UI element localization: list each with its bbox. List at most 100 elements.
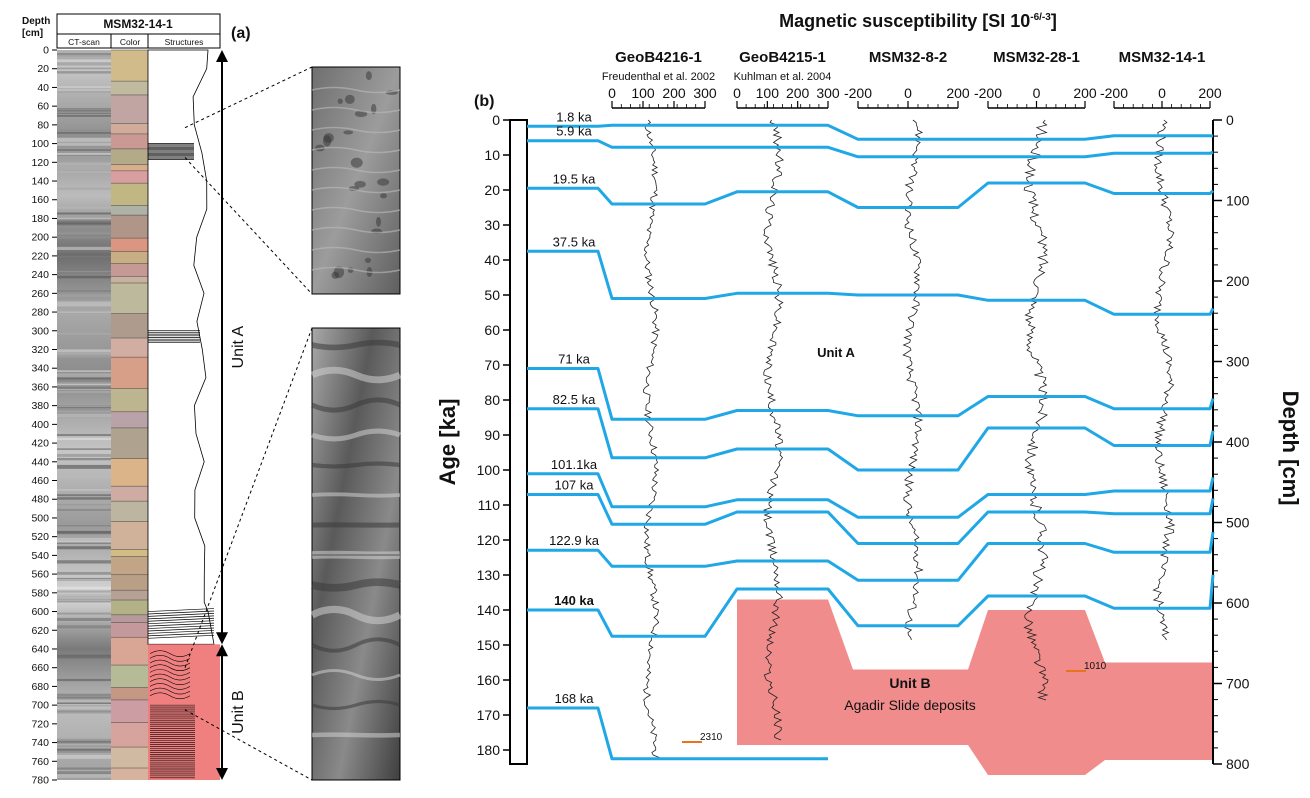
ct-lamina [57,112,111,115]
age-tick-label: 100 [477,462,501,478]
burrow-spot [344,94,355,104]
depth-tick-label: 400 [1226,434,1250,450]
depth-tick-label: 740 [31,737,49,749]
structure-line [147,632,215,637]
ct-lamina [57,232,111,235]
panel-a-label: (a) [231,25,251,42]
fold-band [311,732,401,738]
lamina [311,86,401,94]
core-reference: Freudenthal et al. 2002 [602,71,715,83]
x-tick-label: -200 [844,85,872,101]
depth-tick-label: 120 [31,157,49,169]
ct-lamina [57,129,111,132]
ct-lamina [57,767,111,770]
age-tie-label: 140 ka [554,593,595,608]
ct-lamina [57,370,111,372]
age-tie-label: 101.1ka [551,457,598,472]
ct-lamina [57,409,111,411]
ct-lamina [57,301,111,303]
column-header-box [56,33,221,49]
ct-lamina [57,52,111,56]
ct-lamina [57,702,111,704]
core-name: GeoB4216-1 [615,49,702,66]
depth-tick-label: 180 [31,213,49,225]
susceptibility-curve [1023,119,1050,701]
ct-lamina [57,678,111,682]
ct-lamina [57,222,111,226]
ct-lamina [57,153,111,155]
age-tick-label: 120 [477,532,501,548]
color-band [111,590,148,601]
depth-tick-label: 320 [31,344,49,356]
ct-scan-header: CT-scan [68,37,100,47]
outlier-annotations: 2310 1010 [682,661,1107,743]
age-tick-label: 80 [484,392,500,408]
color-band [111,238,148,252]
age-tie-line [527,367,1215,421]
ct-lamina [57,748,111,751]
ct-lamina [57,350,111,353]
burrow-spot [343,130,354,135]
burrow-spot [323,133,334,143]
color-band [111,170,148,184]
ct-lamina [57,413,111,417]
age-tick-label: 150 [477,637,501,653]
depth-tick-label: 80 [37,119,49,131]
core-name: MSM32-28-1 [993,49,1080,66]
ct-lamina [57,601,111,603]
age-tick-label: 30 [484,217,500,233]
age-tie-label: 71 ka [558,352,591,367]
ct-lamina [57,111,111,114]
fold-band [310,366,402,384]
ct-lamina [57,577,111,580]
color-band [111,94,148,124]
color-band [111,521,148,550]
color-band [111,411,148,428]
age-tie-label: 5.9 ka [556,124,592,139]
x-tick-label: 300 [816,85,840,101]
susceptibility-curve [762,119,785,741]
structure-line [147,615,215,620]
color-band [111,283,148,314]
color-band [111,133,148,149]
age-axis-title: Age [ka] [435,399,460,486]
age-tie-label: 168 ka [554,691,594,706]
age-axis: 0 10 20 30 40 50 60 70 80 90 100 110 120 130 140 150 160… [477,112,510,758]
structure-fold [149,650,191,657]
ct-lamina [57,625,111,629]
ct-lamina [57,373,111,377]
ct-lamina [57,525,111,527]
ct-lamina [57,87,111,90]
depth-tick-label: 220 [31,250,49,262]
age-tie-line [527,123,1214,141]
ct-lamina [57,294,111,297]
ct-lamina [57,71,111,74]
age-tie-label: 82.5 ka [553,392,596,407]
color-band [111,50,148,82]
age-tick-label: 50 [484,287,500,303]
x-tick-label: -200 [1100,85,1128,101]
color-band [111,357,148,389]
ct-lamina [57,448,111,451]
ct-lamina [57,587,111,590]
x-tick-label: 200 [786,85,810,101]
x-tick-label: 100 [631,85,655,101]
depth-tick-label: 500 [31,512,49,524]
ct-lamina [57,109,111,111]
color-band [111,427,148,459]
fold-band [311,637,401,653]
ct-lamina [57,497,111,500]
burrow-spot [350,157,363,168]
age-tie-label: 107 ka [554,478,594,493]
burrow-spot [364,257,372,263]
ct-lamina [57,623,111,627]
core-headers: GeoB4216-1 Freudenthal et al. 2002 0 100 200… [602,49,1222,109]
ct-lamina [57,149,111,151]
ct-lamina [57,693,111,696]
ct-lamina [57,353,111,358]
ct-lamina [57,654,111,659]
color-band [111,600,148,615]
age-tick-label: 130 [477,567,501,583]
lamina [311,126,401,134]
depth-tick-label: 700 [31,700,49,712]
